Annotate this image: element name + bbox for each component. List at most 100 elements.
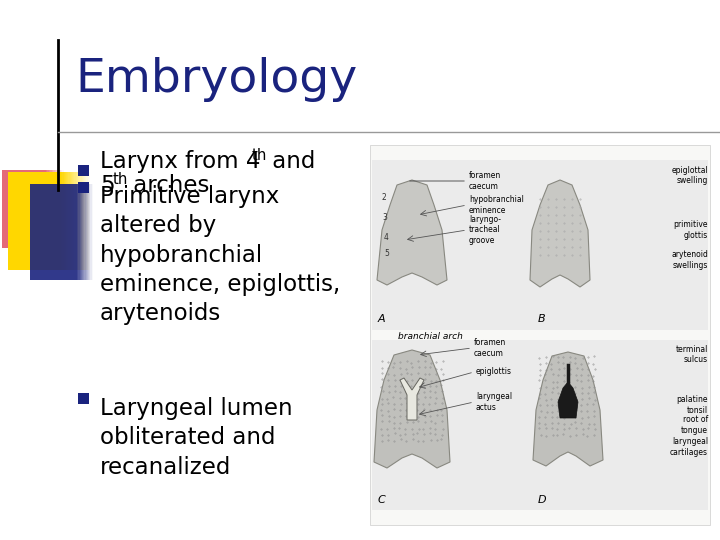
Text: foramen
caecum: foramen caecum — [474, 338, 506, 357]
Bar — [95, 184, 96, 280]
Bar — [81, 172, 83, 270]
Bar — [76, 184, 77, 280]
Bar — [58, 170, 59, 248]
Text: terminal
sulcus: terminal sulcus — [675, 345, 708, 364]
Bar — [78, 172, 79, 270]
Bar — [89, 172, 90, 270]
Bar — [70, 172, 71, 270]
Bar — [60, 170, 62, 248]
Bar — [50, 170, 52, 248]
Bar — [48, 170, 50, 248]
Text: B: B — [538, 314, 546, 324]
Bar — [60, 172, 61, 270]
Bar — [78, 393, 89, 404]
Text: C: C — [378, 495, 386, 505]
Bar — [55, 170, 56, 248]
Text: arytenoid
swellings: arytenoid swellings — [671, 251, 708, 269]
Bar — [100, 184, 102, 280]
Text: D: D — [538, 495, 546, 505]
Bar — [104, 184, 105, 280]
Bar — [83, 172, 84, 270]
Bar — [372, 340, 708, 510]
Bar — [73, 172, 74, 270]
Bar — [47, 170, 48, 248]
Text: A: A — [378, 314, 386, 324]
Text: 3: 3 — [382, 213, 387, 221]
Polygon shape — [558, 382, 578, 418]
Bar — [87, 184, 88, 280]
Bar — [44, 170, 45, 248]
Bar — [65, 172, 66, 270]
Bar — [102, 184, 104, 280]
Text: 5: 5 — [100, 174, 114, 197]
Bar — [73, 170, 74, 248]
Bar — [96, 184, 98, 280]
Text: 4: 4 — [384, 233, 388, 241]
Text: laryngo-
tracheal
groove: laryngo- tracheal groove — [469, 215, 501, 245]
Bar — [53, 170, 55, 248]
Bar — [8, 172, 60, 270]
Bar — [98, 184, 99, 280]
Bar — [76, 172, 77, 270]
Bar — [65, 170, 66, 248]
Bar — [105, 184, 106, 280]
Text: Laryngeal lumen
obliterated and
recanalized: Laryngeal lumen obliterated and recanali… — [100, 397, 292, 478]
Bar — [84, 172, 85, 270]
Bar — [62, 170, 63, 248]
Bar — [78, 182, 89, 193]
Text: primitive
glottis: primitive glottis — [673, 220, 708, 240]
Text: hypobranchial
eminence: hypobranchial eminence — [469, 195, 524, 215]
Bar — [72, 172, 73, 270]
Text: Larynx from 4: Larynx from 4 — [100, 150, 261, 173]
Bar — [81, 184, 82, 280]
Text: foramen
caecum: foramen caecum — [469, 171, 501, 191]
Bar — [95, 172, 96, 270]
Text: 5: 5 — [384, 248, 390, 258]
Bar — [2, 170, 44, 248]
Bar — [30, 184, 76, 280]
Bar — [67, 172, 68, 270]
Bar — [370, 145, 710, 525]
Text: laryngeal
cartilages: laryngeal cartilages — [670, 437, 708, 457]
Bar — [94, 172, 95, 270]
Text: laryngeal
actus: laryngeal actus — [476, 392, 512, 411]
Bar — [91, 172, 92, 270]
Text: 2: 2 — [382, 192, 387, 201]
Bar — [59, 170, 60, 248]
Bar — [80, 184, 81, 280]
Text: th: th — [113, 172, 128, 187]
Bar — [71, 172, 72, 270]
Bar — [86, 172, 88, 270]
Bar — [68, 172, 70, 270]
Bar — [82, 184, 84, 280]
Text: epiglottis: epiglottis — [476, 368, 512, 376]
Bar — [45, 170, 47, 248]
Bar — [86, 184, 87, 280]
Bar — [78, 165, 89, 176]
Bar — [66, 170, 68, 248]
Bar — [70, 170, 71, 248]
Text: palatine
tonsil: palatine tonsil — [677, 395, 708, 415]
Bar — [92, 172, 94, 270]
Bar — [74, 172, 76, 270]
Bar — [63, 170, 65, 248]
Text: th: th — [252, 148, 267, 163]
Bar — [84, 184, 86, 280]
Bar — [90, 172, 91, 270]
Bar — [94, 184, 95, 280]
Bar — [71, 170, 73, 248]
Text: and: and — [265, 150, 315, 173]
Bar — [88, 172, 89, 270]
Text: Primitive larynx
altered by
hypobranchial
eminence, epiglottis,
arytenoids: Primitive larynx altered by hypobranchia… — [100, 185, 341, 325]
Bar — [52, 170, 53, 248]
Text: branchial arch: branchial arch — [398, 332, 463, 341]
Bar — [77, 184, 78, 280]
Bar — [79, 172, 81, 270]
Bar — [99, 184, 100, 280]
Text: Embryology: Embryology — [75, 57, 357, 103]
Text: epiglottal
swelling: epiglottal swelling — [671, 166, 708, 185]
Bar — [89, 184, 91, 280]
Bar — [78, 184, 80, 280]
Polygon shape — [530, 180, 590, 287]
Text: root of
tongue: root of tongue — [681, 415, 708, 435]
